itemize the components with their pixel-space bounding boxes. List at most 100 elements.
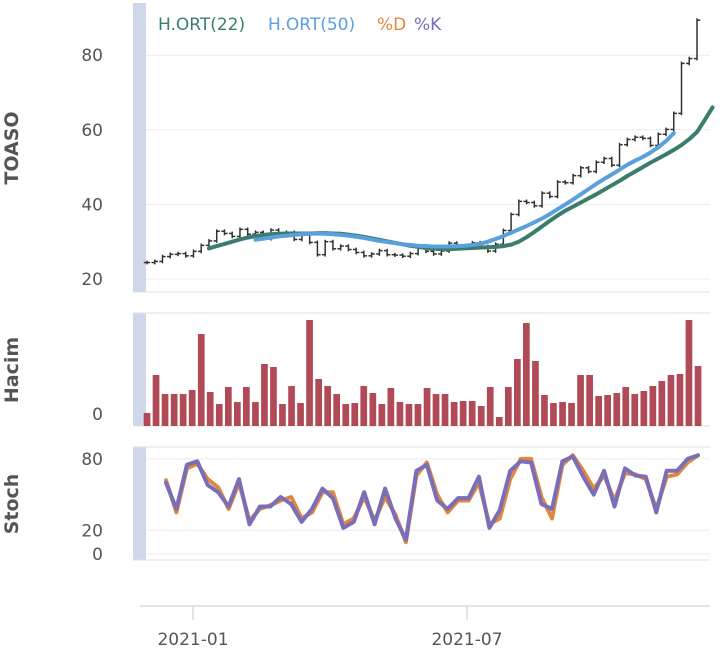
legend-item-d: %D: [377, 15, 406, 35]
volume-bar: [405, 404, 413, 426]
price-bar: [314, 240, 321, 257]
legend-item-ma50: H.ORT(50): [268, 15, 355, 35]
price-bar: [337, 244, 344, 251]
volume-bar: [640, 391, 648, 426]
price-bar: [531, 200, 538, 208]
price-bar: [167, 252, 174, 259]
price-bar: [329, 239, 337, 251]
price-y-tick-label: 80: [81, 46, 103, 66]
stoch-y-tick-label: 20: [81, 521, 103, 541]
price-bar: [670, 111, 677, 132]
legend: H.ORT(22) H.ORT(50) %D %K: [158, 15, 442, 35]
volume-bar: [568, 403, 575, 426]
price-bar: [577, 165, 585, 178]
price-bar: [616, 142, 623, 168]
volume-bar: [604, 395, 611, 426]
stoch-axis-bar: [133, 447, 146, 560]
volume-bar: [667, 375, 675, 426]
price-bar: [236, 227, 244, 239]
volume-bar: [396, 402, 404, 426]
volume-bar: [270, 367, 277, 426]
volume-bar: [550, 403, 557, 426]
volume-bar: [685, 320, 693, 426]
price-bar: [391, 252, 399, 257]
volume-bar: [179, 394, 187, 426]
ma50-line: [253, 131, 676, 249]
volume-bar: [495, 417, 503, 426]
price-bar: [345, 244, 352, 252]
volume-axis-bar: [133, 313, 146, 426]
volume-bar: [279, 404, 286, 426]
volume-bar: [450, 402, 458, 426]
price-bar: [407, 251, 414, 259]
volume-bars: [143, 320, 702, 426]
price-bar: [368, 252, 375, 258]
price-bar: [515, 199, 523, 217]
volume-bar: [559, 402, 566, 426]
y-tick-labels: 20 40 60 80 0 0 20 80: [81, 46, 103, 565]
price-bar: [686, 56, 693, 66]
volume-bar: [613, 393, 621, 426]
price-bar: [554, 180, 561, 199]
moving-average-lines: [207, 105, 715, 252]
volume-bar: [477, 406, 485, 426]
price-bar: [569, 173, 577, 185]
volume-bar: [152, 375, 160, 426]
volume-bar: [387, 388, 395, 426]
price-bar: [538, 191, 546, 208]
price-bar: [507, 212, 515, 233]
price-bar: [523, 199, 530, 205]
volume-bar: [324, 386, 331, 426]
price-bar: [229, 231, 236, 239]
volume-bar: [360, 386, 368, 426]
price-bar: [608, 156, 615, 168]
price-bar: [647, 136, 654, 148]
volume-bar: [206, 392, 214, 426]
volume-bar: [197, 334, 205, 426]
volume-bar: [649, 386, 657, 426]
price-bar: [190, 249, 197, 258]
volume-bar: [234, 402, 241, 426]
legend-item-k: %K: [414, 15, 442, 35]
volume-bar: [225, 387, 232, 426]
volume-bar: [215, 404, 223, 426]
price-bar: [562, 180, 569, 185]
volume-bar: [676, 374, 684, 426]
price-bar: [546, 191, 554, 199]
price-bar: [244, 227, 251, 237]
volume-bar: [333, 394, 340, 426]
volume-bar: [342, 404, 350, 426]
volume-bar: [297, 403, 304, 426]
gridlines: [146, 54, 710, 555]
price-bar: [585, 165, 592, 174]
price-y-tick-label: 20: [81, 270, 103, 290]
volume-bar: [369, 393, 377, 426]
volume-bar: [541, 395, 548, 426]
price-bar: [221, 229, 228, 236]
price-axis-bar: [133, 3, 146, 292]
x-tick-label-2021-01: 2021-01: [157, 630, 228, 650]
volume-bar: [459, 401, 467, 426]
volume-bar: [586, 375, 593, 426]
price-bar: [693, 18, 701, 61]
volume-bar: [161, 394, 169, 426]
volume-bar: [532, 361, 539, 426]
volume-bar: [170, 394, 178, 426]
price-bar: [159, 254, 166, 264]
price-bar: [143, 260, 151, 265]
volume-bar: [514, 359, 521, 426]
price-bar: [662, 127, 670, 137]
price-bar: [151, 259, 158, 265]
price-bar: [624, 137, 631, 147]
stoch-y-tick-label: 80: [81, 450, 103, 470]
x-tick-label-2021-07: 2021-07: [431, 630, 502, 650]
ma22-line: [207, 105, 715, 252]
price-bar: [678, 61, 685, 116]
price-bar: [213, 229, 220, 243]
price-bar: [182, 251, 189, 258]
volume-bar: [306, 320, 313, 426]
stoch-y-tick-label: 0: [92, 545, 103, 565]
volume-bar: [288, 386, 295, 426]
price-panel-label: TOASO: [1, 111, 23, 184]
price-y-tick-label: 40: [81, 195, 103, 215]
